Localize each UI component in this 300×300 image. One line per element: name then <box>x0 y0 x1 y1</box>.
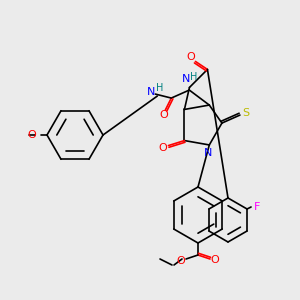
Text: O: O <box>159 110 168 120</box>
Text: F: F <box>254 202 260 212</box>
Text: S: S <box>242 108 250 118</box>
Text: O: O <box>158 142 167 153</box>
Text: H: H <box>156 83 163 93</box>
Text: O: O <box>177 256 185 266</box>
Text: N: N <box>204 148 212 158</box>
Text: N: N <box>147 87 155 97</box>
Text: O: O <box>211 255 219 265</box>
Text: H: H <box>190 72 197 82</box>
Text: N: N <box>182 74 190 84</box>
Text: O: O <box>28 130 36 140</box>
Text: O: O <box>186 52 195 62</box>
